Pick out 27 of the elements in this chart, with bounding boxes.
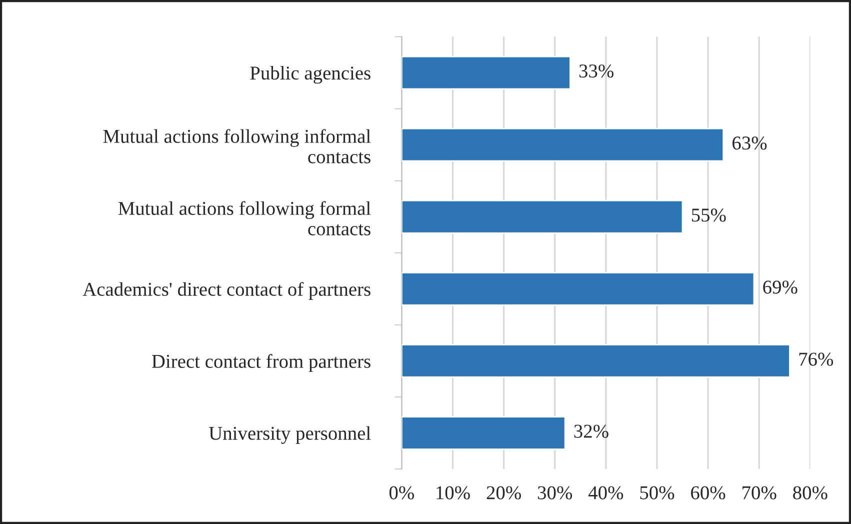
- x-tick-label: 80%: [793, 486, 828, 500]
- bar: [402, 200, 684, 234]
- x-tick-label: 30%: [538, 486, 572, 500]
- data-label: 76%: [799, 352, 834, 366]
- data-label: 33%: [579, 64, 614, 78]
- x-tick-label: 0%: [389, 486, 414, 500]
- y-tick-label: Academics' direct contact of partners: [82, 282, 370, 300]
- data-label: 63%: [732, 136, 767, 150]
- bar: [402, 56, 571, 90]
- x-tick-label: 40%: [588, 486, 624, 500]
- bar: [402, 344, 790, 378]
- x-tick-label: 20%: [486, 486, 521, 500]
- x-tick-label: 50%: [640, 486, 674, 500]
- data-label: 69%: [763, 280, 798, 294]
- bar: [402, 416, 566, 450]
- data-label: 32%: [574, 424, 608, 438]
- bar: [402, 128, 724, 162]
- x-tick-label: 70%: [742, 486, 776, 500]
- y-tick-label: Direct contact from partners: [152, 354, 370, 372]
- x-tick-label: 10%: [436, 486, 470, 500]
- data-label: 55%: [692, 208, 726, 222]
- y-tick-label: University personnel: [208, 426, 371, 444]
- y-tick-label: Mutual actions following informal contacts: [103, 129, 371, 164]
- x-tick-label: 60%: [691, 486, 726, 500]
- y-tick-label: Mutual actions following formal contacts: [118, 201, 371, 236]
- bar: [402, 272, 755, 306]
- y-tick-label: Public agencies: [250, 66, 370, 84]
